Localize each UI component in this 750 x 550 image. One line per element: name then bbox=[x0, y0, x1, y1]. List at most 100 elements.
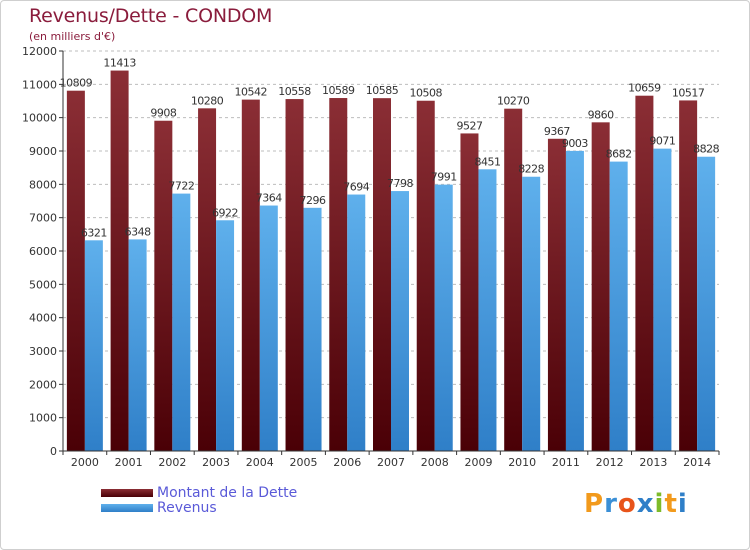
bars-layer bbox=[66, 70, 716, 452]
value-label-revenue-2006: 7694 bbox=[343, 181, 369, 194]
y-tick-label: 5000 bbox=[29, 278, 57, 291]
bar-revenue-2010 bbox=[522, 176, 541, 451]
value-label-revenue-2008: 7991 bbox=[431, 171, 457, 184]
y-tick-label: 6000 bbox=[29, 245, 57, 258]
value-label-debt-2009: 9527 bbox=[456, 119, 482, 132]
bar-revenue-2000 bbox=[84, 240, 103, 451]
x-tick-label-2010: 2010 bbox=[508, 456, 536, 469]
value-label-debt-2011: 9367 bbox=[544, 125, 570, 138]
value-label-debt-2012: 9860 bbox=[588, 108, 614, 121]
chart-subtitle: (en milliers d'€) bbox=[29, 30, 116, 43]
value-label-revenue-2011: 9003 bbox=[562, 137, 588, 150]
value-label-debt-2006: 10589 bbox=[322, 84, 355, 97]
logo-letter: o bbox=[617, 489, 637, 519]
value-label-revenue-2002: 7722 bbox=[168, 180, 194, 193]
legend-label-debt: Montant de la Dette bbox=[157, 485, 298, 501]
logo-letter: i bbox=[677, 489, 688, 519]
x-tick-label-2013: 2013 bbox=[639, 456, 667, 469]
bar-revenue-2001 bbox=[128, 239, 147, 451]
bar-debt-2014 bbox=[679, 100, 698, 451]
bar-debt-2002 bbox=[154, 120, 173, 451]
bar-debt-2012 bbox=[591, 122, 610, 451]
x-tick-label-2014: 2014 bbox=[683, 456, 711, 469]
value-label-revenue-2007: 7798 bbox=[387, 177, 413, 190]
bar-revenue-2007 bbox=[391, 191, 409, 452]
value-label-revenue-2000: 6321 bbox=[81, 226, 107, 239]
y-tick-label: 8000 bbox=[29, 178, 57, 191]
y-tick-label: 10000 bbox=[22, 112, 57, 125]
y-tick-label: 11000 bbox=[22, 78, 57, 91]
value-label-debt-2014: 10517 bbox=[672, 86, 705, 99]
x-tick-label-2001: 2001 bbox=[115, 456, 143, 469]
value-label-debt-2004: 10542 bbox=[235, 86, 268, 99]
value-label-debt-2008: 10508 bbox=[409, 87, 442, 100]
value-label-revenue-2003: 6922 bbox=[212, 206, 238, 219]
y-tick-label: 0 bbox=[50, 445, 57, 458]
x-tick-label-2006: 2006 bbox=[333, 456, 361, 469]
bar-debt-2010 bbox=[504, 108, 523, 452]
x-tick-label-2004: 2004 bbox=[246, 456, 274, 469]
value-label-revenue-2013: 9071 bbox=[649, 135, 675, 148]
legend-swatch-debt bbox=[101, 489, 153, 497]
chart-title: Revenus/Dette - CONDOM bbox=[29, 5, 273, 27]
y-tick-label: 4000 bbox=[29, 312, 57, 325]
bar-revenue-2011 bbox=[565, 150, 584, 451]
value-label-revenue-2012: 8682 bbox=[606, 148, 632, 161]
y-tick-label: 2000 bbox=[29, 378, 57, 391]
value-labels-layer: 10809 6321 11413 6348 9908 7722 10280 6922 10542… bbox=[60, 57, 721, 240]
y-tick-label: 7000 bbox=[29, 212, 57, 225]
value-label-debt-2010: 10270 bbox=[497, 95, 530, 108]
bar-revenue-2012 bbox=[609, 161, 628, 451]
value-label-debt-2003: 10280 bbox=[191, 94, 224, 107]
bar-debt-2003 bbox=[198, 108, 217, 451]
proxiti-logo: Proxiti bbox=[584, 489, 688, 519]
value-label-debt-2013: 10659 bbox=[628, 82, 661, 95]
bar-debt-2005 bbox=[285, 99, 304, 452]
value-label-revenue-2009: 8451 bbox=[474, 155, 500, 168]
value-label-revenue-2004: 7364 bbox=[256, 192, 282, 205]
value-label-revenue-2005: 7296 bbox=[300, 194, 326, 207]
bar-revenue-2014 bbox=[697, 156, 716, 451]
value-label-debt-2005: 10558 bbox=[278, 85, 311, 98]
y-tick-label: 12000 bbox=[22, 45, 57, 58]
bar-debt-2013 bbox=[635, 95, 654, 451]
y-tick-label: 9000 bbox=[29, 145, 57, 158]
logo-letter: t bbox=[664, 489, 678, 519]
bar-revenue-2013 bbox=[653, 148, 672, 451]
bar-revenue-2009 bbox=[478, 169, 497, 452]
bar-debt-2000 bbox=[66, 90, 85, 451]
value-label-revenue-2014: 8828 bbox=[693, 143, 719, 156]
x-tick-label-2005: 2005 bbox=[290, 456, 318, 469]
y-tick-label: 3000 bbox=[29, 345, 57, 358]
x-tick-label-2007: 2007 bbox=[377, 456, 405, 469]
bar-debt-2011 bbox=[547, 138, 566, 451]
value-label-debt-2000: 10809 bbox=[60, 77, 93, 90]
x-tick-label-2009: 2009 bbox=[464, 456, 492, 469]
legend-label-revenue: Revenus bbox=[157, 500, 217, 516]
x-tick-label-2011: 2011 bbox=[552, 456, 580, 469]
x-tick-label-2002: 2002 bbox=[158, 456, 186, 469]
bar-debt-2004 bbox=[241, 99, 260, 451]
bar-revenue-2008 bbox=[434, 184, 453, 451]
bar-revenue-2005 bbox=[303, 207, 322, 451]
x-tick-label-2012: 2012 bbox=[596, 456, 624, 469]
logo-letter: x bbox=[636, 489, 655, 519]
value-label-revenue-2010: 8228 bbox=[518, 163, 544, 176]
bar-revenue-2002 bbox=[172, 193, 191, 451]
x-tick-label-2008: 2008 bbox=[421, 456, 449, 469]
value-label-debt-2001: 11413 bbox=[103, 57, 136, 70]
bar-debt-2007 bbox=[373, 98, 391, 452]
x-tick-label-2003: 2003 bbox=[202, 456, 230, 469]
bar-revenue-2006 bbox=[347, 194, 366, 452]
logo-letter: i bbox=[654, 489, 665, 519]
bar-revenue-2003 bbox=[216, 220, 235, 451]
x-tick-label-2000: 2000 bbox=[71, 456, 99, 469]
y-tick-label: 1000 bbox=[29, 412, 57, 425]
logo-letter: r bbox=[604, 489, 618, 519]
bar-debt-2006 bbox=[329, 98, 348, 452]
bar-debt-2009 bbox=[460, 133, 479, 451]
value-label-revenue-2001: 6348 bbox=[125, 225, 151, 238]
bar-debt-2008 bbox=[416, 100, 435, 451]
